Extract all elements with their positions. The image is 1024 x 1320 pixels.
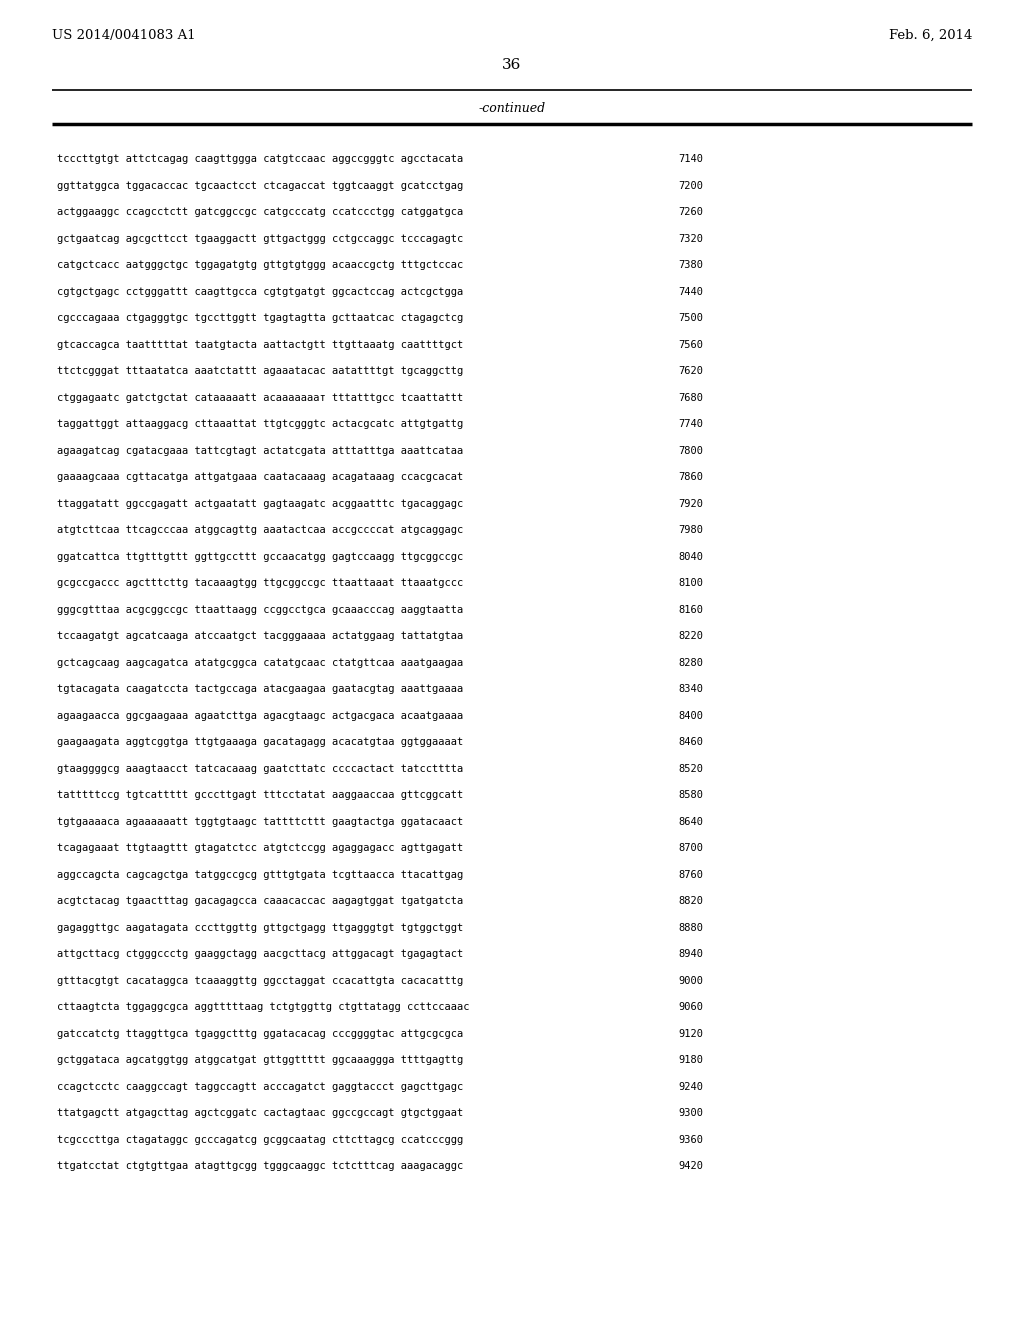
Text: -continued: -continued [478, 102, 546, 115]
Text: actggaaggc ccagcctctt gatcggccgc catgcccatg ccatccctgg catggatgca: actggaaggc ccagcctctt gatcggccgc catgccc… [57, 207, 463, 218]
Text: tgtgaaaaca agaaaaaatt tggtgtaagc tattttcttt gaagtactga ggatacaact: tgtgaaaaca agaaaaaatt tggtgtaagc tattttc… [57, 817, 463, 826]
Text: taggattggt attaaggacg cttaaattat ttgtcgggtc actacgcatc attgtgattg: taggattggt attaaggacg cttaaattat ttgtcgg… [57, 420, 463, 429]
Text: 9360: 9360 [678, 1135, 703, 1144]
Text: 36: 36 [503, 58, 521, 73]
Text: 9180: 9180 [678, 1055, 703, 1065]
Text: 8580: 8580 [678, 791, 703, 800]
Text: 7260: 7260 [678, 207, 703, 218]
Text: 8520: 8520 [678, 764, 703, 774]
Text: aggccagcta cagcagctga tatggccgcg gtttgtgata tcgttaacca ttacattgag: aggccagcta cagcagctga tatggccgcg gtttgtg… [57, 870, 463, 879]
Text: gctcagcaag aagcagatca atatgcggca catatgcaac ctatgttcaa aaatgaagaa: gctcagcaag aagcagatca atatgcggca catatgc… [57, 657, 463, 668]
Text: ccagctcctc caaggccagt taggccagtt acccagatct gaggtaccct gagcttgagc: ccagctcctc caaggccagt taggccagtt acccaga… [57, 1081, 463, 1092]
Text: 9120: 9120 [678, 1028, 703, 1039]
Text: ttgatcctat ctgtgttgaa atagttgcgg tgggcaaggc tctctttcag aaagacaggc: ttgatcctat ctgtgttgaa atagttgcgg tgggcaa… [57, 1162, 463, 1171]
Text: 7500: 7500 [678, 313, 703, 323]
Text: tgtacagata caagatccta tactgccaga atacgaagaa gaatacgtag aaattgaaaa: tgtacagata caagatccta tactgccaga atacgaa… [57, 684, 463, 694]
Text: 7380: 7380 [678, 260, 703, 271]
Text: 8760: 8760 [678, 870, 703, 879]
Text: cgtgctgagc cctgggattt caagttgcca cgtgtgatgt ggcactccag actcgctgga: cgtgctgagc cctgggattt caagttgcca cgtgtga… [57, 286, 463, 297]
Text: 9240: 9240 [678, 1081, 703, 1092]
Text: 7440: 7440 [678, 286, 703, 297]
Text: 7740: 7740 [678, 420, 703, 429]
Text: ctggagaatc gatctgctat cataaaaatt acaaaaaaат tttatttgcc tcaattattt: ctggagaatc gatctgctat cataaaaatt acaaaaa… [57, 393, 463, 403]
Text: 8040: 8040 [678, 552, 703, 562]
Text: 8880: 8880 [678, 923, 703, 933]
Text: 8160: 8160 [678, 605, 703, 615]
Text: 7920: 7920 [678, 499, 703, 508]
Text: gtttacgtgt cacataggca tcaaaggttg ggcctaggat ccacattgta cacacatttg: gtttacgtgt cacataggca tcaaaggttg ggcctag… [57, 975, 463, 986]
Text: gaaaagcaaa cgttacatga attgatgaaa caatacaaag acagataaag ccacgcacat: gaaaagcaaa cgttacatga attgatgaaa caataca… [57, 473, 463, 482]
Text: 8220: 8220 [678, 631, 703, 642]
Text: acgtctacag tgaactttag gacagagcca caaacaccac aagagtggat tgatgatcta: acgtctacag tgaactttag gacagagcca caaacac… [57, 896, 463, 907]
Text: Feb. 6, 2014: Feb. 6, 2014 [889, 29, 972, 41]
Text: tcgcccttga ctagataggc gcccagatcg gcggcaatag cttcttagcg ccatcccggg: tcgcccttga ctagataggc gcccagatcg gcggcaa… [57, 1135, 463, 1144]
Text: gagaggttgc aagatagata cccttggttg gttgctgagg ttgagggtgt tgtggctggt: gagaggttgc aagatagata cccttggttg gttgctg… [57, 923, 463, 933]
Text: gatccatctg ttaggttgca tgaggctttg ggatacacag cccggggtac attgcgcgca: gatccatctg ttaggttgca tgaggctttg ggataca… [57, 1028, 463, 1039]
Text: 7680: 7680 [678, 393, 703, 403]
Text: 8340: 8340 [678, 684, 703, 694]
Text: 9060: 9060 [678, 1002, 703, 1012]
Text: 7860: 7860 [678, 473, 703, 482]
Text: ttatgagctt atgagcttag agctcggatc cactagtaac ggccgccagt gtgctggaat: ttatgagctt atgagcttag agctcggatc cactagt… [57, 1109, 463, 1118]
Text: cgcccagaaa ctgagggtgc tgccttggtt tgagtagtta gcttaatcac ctagagctcg: cgcccagaaa ctgagggtgc tgccttggtt tgagtag… [57, 313, 463, 323]
Text: gtcaccagca taatttttat taatgtacta aattactgtt ttgttaaatg caattttgct: gtcaccagca taatttttat taatgtacta aattact… [57, 339, 463, 350]
Text: ttctcgggat tttaatatca aaatctattt agaaatacac aatattttgt tgcaggcttg: ttctcgggat tttaatatca aaatctattt agaaata… [57, 366, 463, 376]
Text: 8280: 8280 [678, 657, 703, 668]
Text: 7320: 7320 [678, 234, 703, 244]
Text: tcccttgtgt attctcagag caagttggga catgtccaac aggccgggtc agcctacata: tcccttgtgt attctcagag caagttggga catgtcc… [57, 154, 463, 164]
Text: atgtcttcaa ttcagcccaa atggcagttg aaatactcaa accgccccat atgcaggagc: atgtcttcaa ttcagcccaa atggcagttg aaatact… [57, 525, 463, 535]
Text: 9420: 9420 [678, 1162, 703, 1171]
Text: 9300: 9300 [678, 1109, 703, 1118]
Text: 8820: 8820 [678, 896, 703, 907]
Text: 8460: 8460 [678, 738, 703, 747]
Text: gtaaggggcg aaagtaacct tatcacaaag gaatcttatc ccccactact tatcctttta: gtaaggggcg aaagtaacct tatcacaaag gaatctt… [57, 764, 463, 774]
Text: gaagaagata aggtcggtga ttgtgaaaga gacatagagg acacatgtaa ggtggaaaat: gaagaagata aggtcggtga ttgtgaaaga gacatag… [57, 738, 463, 747]
Text: tcagagaaat ttgtaagttt gtagatctcc atgtctccgg agaggagacc agttgagatt: tcagagaaat ttgtaagttt gtagatctcc atgtctc… [57, 843, 463, 853]
Text: ttaggatatt ggccgagatt actgaatatt gagtaagatc acggaatttc tgacaggagc: ttaggatatt ggccgagatt actgaatatt gagtaag… [57, 499, 463, 508]
Text: 8640: 8640 [678, 817, 703, 826]
Text: gctggataca agcatggtgg atggcatgat gttggttttt ggcaaaggga ttttgagttg: gctggataca agcatggtgg atggcatgat gttggtt… [57, 1055, 463, 1065]
Text: ggatcattca ttgtttgttt ggttgccttt gccaacatgg gagtccaagg ttgcggccgc: ggatcattca ttgtttgttt ggttgccttt gccaaca… [57, 552, 463, 562]
Text: 8700: 8700 [678, 843, 703, 853]
Text: 9000: 9000 [678, 975, 703, 986]
Text: 8400: 8400 [678, 710, 703, 721]
Text: US 2014/0041083 A1: US 2014/0041083 A1 [52, 29, 196, 41]
Text: tccaagatgt agcatcaaga atccaatgct tacgggaaaa actatggaag tattatgtaa: tccaagatgt agcatcaaga atccaatgct tacggga… [57, 631, 463, 642]
Text: 7800: 7800 [678, 446, 703, 455]
Text: 8100: 8100 [678, 578, 703, 589]
Text: 7140: 7140 [678, 154, 703, 164]
Text: agaagatcag cgatacgaaa tattcgtagt actatcgata atttatttga aaattcataa: agaagatcag cgatacgaaa tattcgtagt actatcg… [57, 446, 463, 455]
Text: 7980: 7980 [678, 525, 703, 535]
Text: attgcttacg ctgggccctg gaaggctagg aacgcttacg attggacagt tgagagtact: attgcttacg ctgggccctg gaaggctagg aacgctt… [57, 949, 463, 960]
Text: gctgaatcag agcgcttcct tgaaggactt gttgactggg cctgccaggc tcccagagtc: gctgaatcag agcgcttcct tgaaggactt gttgact… [57, 234, 463, 244]
Text: 7200: 7200 [678, 181, 703, 190]
Text: cttaagtcta tggaggcgca aggtttttaag tctgtggttg ctgttatagg ccttccaaac: cttaagtcta tggaggcgca aggtttttaag tctgtg… [57, 1002, 469, 1012]
Text: 8940: 8940 [678, 949, 703, 960]
Text: 7620: 7620 [678, 366, 703, 376]
Text: 7560: 7560 [678, 339, 703, 350]
Text: gggcgtttaa acgcggccgc ttaattaagg ccggcctgca gcaaacccag aaggtaatta: gggcgtttaa acgcggccgc ttaattaagg ccggcct… [57, 605, 463, 615]
Text: catgctcacc aatgggctgc tggagatgtg gttgtgtggg acaaccgctg tttgctccac: catgctcacc aatgggctgc tggagatgtg gttgtgt… [57, 260, 463, 271]
Text: agaagaacca ggcgaagaaa agaatcttga agacgtaagc actgacgaca acaatgaaaa: agaagaacca ggcgaagaaa agaatcttga agacgta… [57, 710, 463, 721]
Text: ggttatggca tggacaccac tgcaactcct ctcagaccat tggtcaaggt gcatcctgag: ggttatggca tggacaccac tgcaactcct ctcagac… [57, 181, 463, 190]
Text: gcgccgaccc agctttcttg tacaaagtgg ttgcggccgc ttaattaaat ttaaatgccc: gcgccgaccc agctttcttg tacaaagtgg ttgcggc… [57, 578, 463, 589]
Text: tatttttccg tgtcattttt gcccttgagt tttcctatat aaggaaccaa gttcggcatt: tatttttccg tgtcattttt gcccttgagt tttccta… [57, 791, 463, 800]
